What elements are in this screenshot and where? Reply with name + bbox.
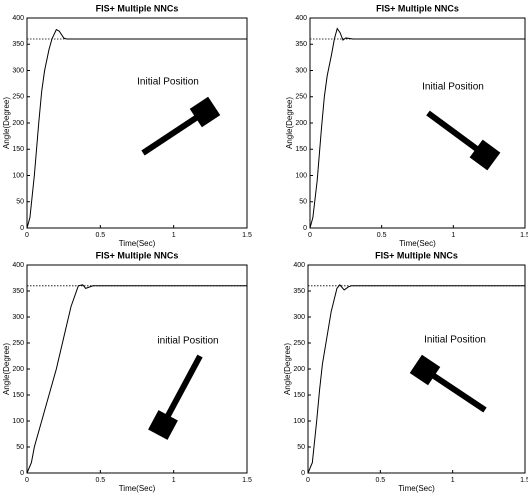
x-axis-label: Time(Sec) <box>119 484 156 493</box>
y-axis-label: Angle(Degree) <box>285 97 294 149</box>
x-tick-label: 1.5 <box>520 232 528 239</box>
pendulum-mass <box>148 410 178 440</box>
response-line <box>26 28 247 229</box>
pendulum-mass <box>409 354 441 386</box>
y-tick-label: 0 <box>303 225 307 232</box>
response-line <box>26 284 247 474</box>
y-tick-label: 200 <box>295 120 307 127</box>
y-tick-label: 250 <box>295 94 307 101</box>
y-tick-label: 250 <box>293 340 305 347</box>
x-tick-label: 1.5 <box>242 477 252 484</box>
y-tick-label: 300 <box>12 314 24 321</box>
y-tick-label: 350 <box>295 41 307 48</box>
y-tick-label: 350 <box>293 288 305 295</box>
y-tick-label: 250 <box>12 340 24 347</box>
pendulum-rod <box>426 110 487 158</box>
x-axis-label: Time(Sec) <box>398 484 435 493</box>
y-tick-label: 50 <box>297 444 305 451</box>
y-tick-label: 50 <box>16 444 24 451</box>
response-line <box>307 283 525 474</box>
y-tick-label: 300 <box>295 67 307 74</box>
x-tick-label: 0.5 <box>377 232 387 239</box>
x-tick-label: 0 <box>25 232 29 239</box>
pendulum-rod <box>141 109 207 156</box>
x-tick-label: 1 <box>172 232 176 239</box>
x-tick-label: 1.5 <box>242 232 252 239</box>
y-tick-label: 0 <box>20 225 24 232</box>
annotation: Initial Position <box>424 335 486 346</box>
y-axis-label: Angle(Degree) <box>283 343 292 395</box>
annotation: initial Position <box>157 336 218 347</box>
x-tick-label: 0.5 <box>95 232 105 239</box>
y-tick-label: 300 <box>12 67 24 74</box>
chart-title: FIS+ Multiple NNCs <box>96 3 179 13</box>
pendulum-rod <box>423 367 487 413</box>
chart-title: FIS+ Multiple NNCs <box>375 250 458 260</box>
pendulum-rod <box>160 354 203 427</box>
y-tick-label: 350 <box>12 288 24 295</box>
pendulum-icon <box>426 110 501 171</box>
x-tick-label: 0.5 <box>95 477 105 484</box>
annotation: Initial Position <box>137 77 199 88</box>
axes-frame <box>309 17 526 229</box>
x-axis-label: Time(Sec) <box>119 239 156 248</box>
y-tick-label: 150 <box>293 392 305 399</box>
y-tick-label: 200 <box>12 120 24 127</box>
chart-title: FIS+ Multiple NNCs <box>376 3 459 13</box>
response-line <box>309 27 525 229</box>
y-tick-label: 150 <box>12 146 24 153</box>
y-tick-label: 50 <box>16 199 24 206</box>
x-tick-label: 0 <box>306 477 310 484</box>
y-tick-label: 0 <box>301 470 305 477</box>
y-tick-label: 100 <box>12 418 24 425</box>
x-tick-label: 1 <box>451 232 455 239</box>
x-tick-label: 0.5 <box>375 477 385 484</box>
y-tick-label: 150 <box>12 392 24 399</box>
pendulum-icon <box>409 354 487 413</box>
y-tick-label: 200 <box>293 366 305 373</box>
y-tick-label: 0 <box>20 470 24 477</box>
chart-title: FIS+ Multiple NNCs <box>96 250 179 260</box>
x-axis-label: Time(Sec) <box>399 239 436 248</box>
pendulum-icon <box>148 354 203 440</box>
y-axis-label: Angle(Degree) <box>2 343 11 395</box>
y-tick-label: 200 <box>12 366 24 373</box>
y-tick-label: 400 <box>295 15 307 22</box>
axes-frame <box>26 17 248 229</box>
x-tick-label: 1 <box>172 477 176 484</box>
x-tick-label: 1 <box>451 477 455 484</box>
pendulum-icon <box>141 96 221 156</box>
y-tick-label: 400 <box>12 262 24 269</box>
annotation: Initial Position <box>422 82 484 93</box>
y-tick-label: 50 <box>299 199 307 206</box>
x-tick-label: 0 <box>308 232 312 239</box>
axes-frame <box>26 264 248 474</box>
y-tick-label: 350 <box>12 41 24 48</box>
y-tick-label: 100 <box>295 172 307 179</box>
y-tick-label: 300 <box>293 314 305 321</box>
y-tick-label: 100 <box>293 418 305 425</box>
y-tick-label: 250 <box>12 94 24 101</box>
y-tick-label: 400 <box>12 15 24 22</box>
pendulum-mass <box>469 139 501 171</box>
y-tick-label: 100 <box>12 172 24 179</box>
y-tick-label: 400 <box>293 262 305 269</box>
x-tick-label: 0 <box>25 477 29 484</box>
y-axis-label: Angle(Degree) <box>2 97 11 149</box>
x-tick-label: 1.5 <box>520 477 528 484</box>
pendulum-mass <box>189 96 221 128</box>
y-tick-label: 150 <box>295 146 307 153</box>
